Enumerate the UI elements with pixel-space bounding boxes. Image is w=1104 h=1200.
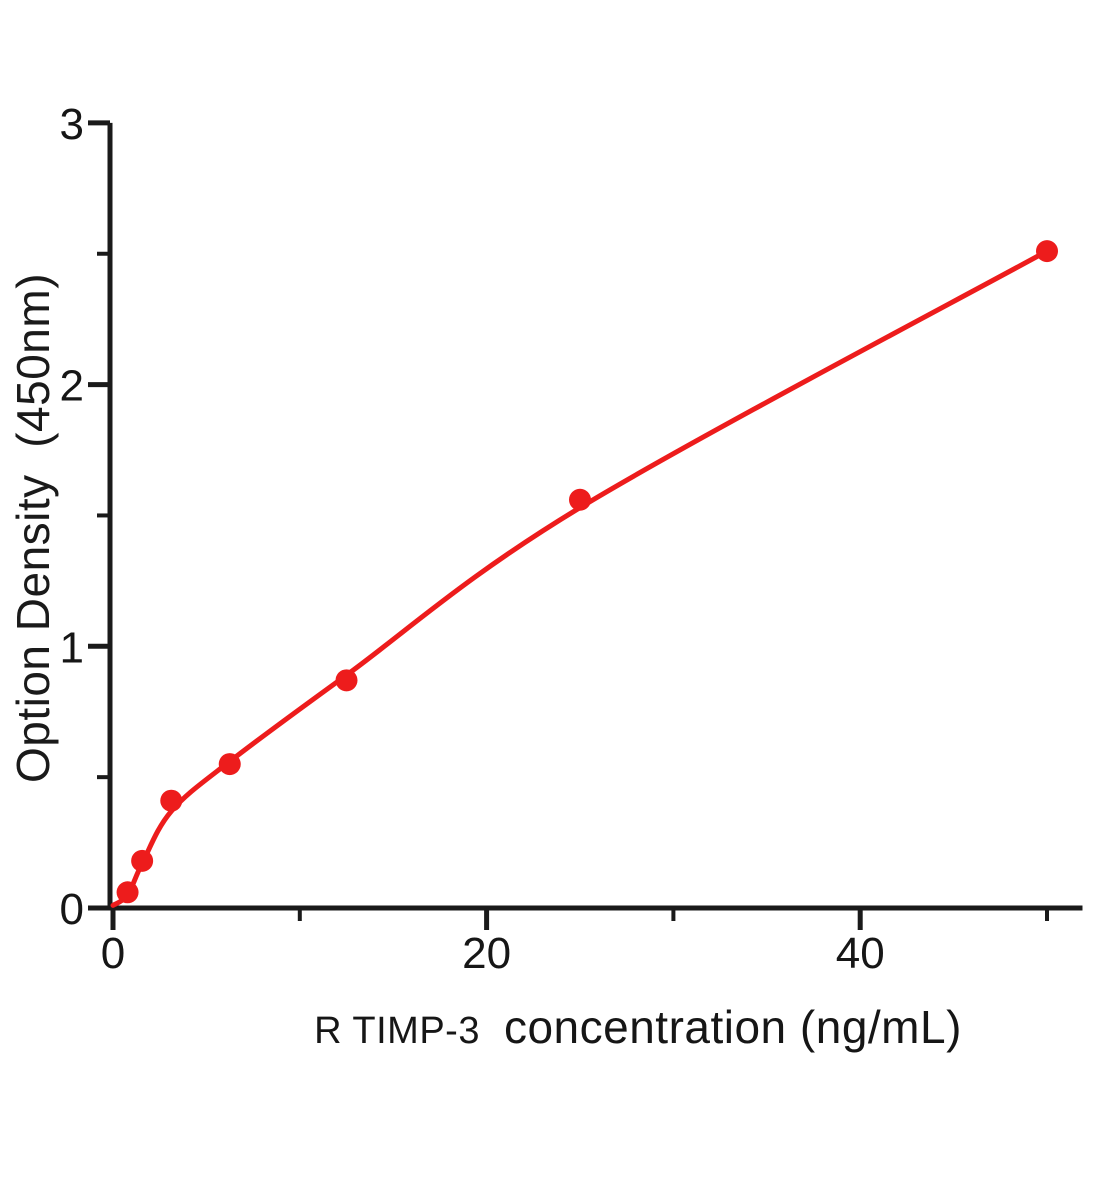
data-point [1036,240,1058,263]
x-axis-title-analyte: R TIMP-3 [314,1010,480,1052]
data-point [131,849,154,872]
data-point [569,488,591,511]
x-tick-label: 20 [462,929,511,978]
x-axis-title: R TIMP-3 concentration (ng/mL) [314,1000,962,1054]
data-point [116,881,139,904]
y-tick-label: 2 [60,362,84,411]
x-tick-label: 40 [836,929,885,978]
data-point [160,789,183,812]
y-tick-label: 0 [60,885,84,934]
x-tick-label: 0 [101,929,125,978]
y-tick-label: 1 [60,623,84,672]
y-axis-title: Option Density (450nm) [7,272,59,784]
x-axis-title-unit: concentration (ng/mL) [503,1001,962,1053]
data-point [335,669,358,692]
data-point [218,753,241,776]
y-tick-label: 3 [60,100,84,149]
fit-curve [110,248,1050,908]
